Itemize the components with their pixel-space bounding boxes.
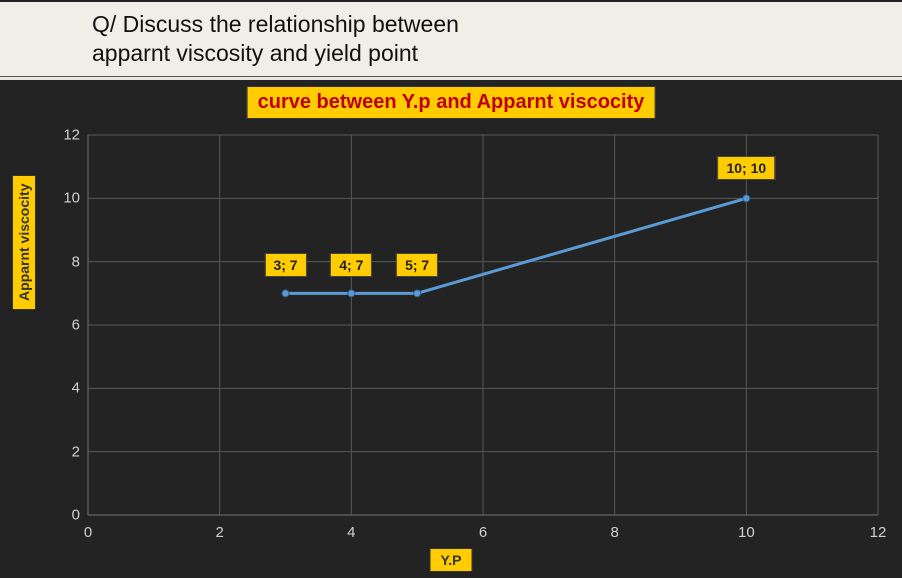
y-tick-label: 8 [58, 253, 80, 270]
y-tick-label: 4 [58, 380, 80, 397]
gridlines [88, 135, 878, 515]
y-tick-label: 2 [58, 443, 80, 460]
x-tick-label: 2 [215, 524, 223, 541]
chart-area: curve between Y.p and Apparnt viscocity … [0, 80, 902, 578]
x-tick-label: 10 [738, 524, 755, 541]
y-tick-label: 6 [58, 317, 80, 334]
y-tick-label: 0 [58, 507, 80, 524]
x-axis-label: Y.P [429, 548, 472, 572]
data-point-label: 5; 7 [396, 253, 438, 277]
data-point-label: 4; 7 [330, 253, 372, 277]
data-point-label: 10; 10 [717, 156, 775, 180]
chart-svg [88, 135, 878, 515]
header-line-2: apparnt viscosity and yield point [92, 39, 902, 68]
x-tick-label: 0 [84, 524, 92, 541]
x-tick-label: 8 [610, 524, 618, 541]
y-tick-label: 12 [58, 127, 80, 144]
chart-title: curve between Y.p and Apparnt viscocity [247, 86, 656, 119]
page: Q/ Discuss the relationship between appa… [0, 0, 902, 578]
x-tick-label: 6 [479, 524, 487, 541]
y-axis-label: Apparnt viscocity [12, 175, 36, 310]
y-tick-label: 10 [58, 190, 80, 207]
header-line-1: Q/ Discuss the relationship between [92, 10, 902, 39]
markers [282, 195, 750, 297]
x-tick-label: 4 [347, 524, 355, 541]
plot-region: 0246810120246810123; 74; 75; 710; 10 [88, 135, 878, 515]
data-point-label: 3; 7 [264, 253, 306, 277]
x-tick-label: 12 [870, 524, 887, 541]
question-header: Q/ Discuss the relationship between appa… [0, 0, 902, 77]
line-series [286, 198, 747, 293]
